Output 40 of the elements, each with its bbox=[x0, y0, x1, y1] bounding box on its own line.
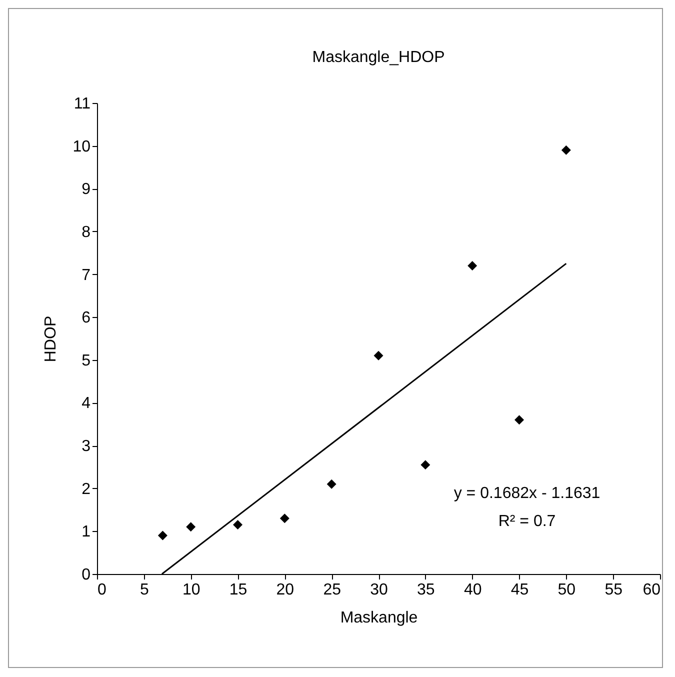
point bbox=[233, 520, 242, 530]
x-tick-label: 35 bbox=[417, 582, 435, 598]
point bbox=[326, 479, 336, 489]
y-tick-label: 11 bbox=[74, 96, 91, 112]
x-tick-label: 55 bbox=[604, 582, 623, 598]
chart-title: Maskangle_HDOP bbox=[312, 49, 445, 66]
x-axis-title: Maskangle bbox=[340, 610, 418, 626]
point bbox=[514, 415, 524, 425]
annotation: R² = 0.7 bbox=[498, 513, 556, 530]
point bbox=[374, 350, 384, 360]
x-tick-label: 20 bbox=[276, 582, 294, 598]
y-tick-label: 3 bbox=[82, 438, 91, 456]
x-tick-label: 10 bbox=[182, 582, 200, 598]
y-tick-label: 9 bbox=[82, 181, 91, 198]
annotation: y = 0.1682x - 1.1631 bbox=[454, 485, 600, 502]
x-tick-label: 60 bbox=[642, 582, 661, 598]
y-tick-label: 0 bbox=[82, 566, 91, 584]
y-tick-label: 8 bbox=[82, 224, 91, 241]
x-tick-label: 5 bbox=[140, 582, 149, 598]
point bbox=[280, 514, 290, 524]
x-tick-label: 30 bbox=[370, 582, 388, 598]
y-tick-label: 1 bbox=[82, 524, 91, 541]
y-tick-label: 7 bbox=[82, 266, 91, 284]
y-tick-label: 5 bbox=[82, 352, 91, 370]
point bbox=[158, 530, 168, 540]
y-tick-label: 4 bbox=[82, 395, 91, 412]
y-tick-label: 2 bbox=[82, 480, 91, 498]
x-tick-label: 40 bbox=[464, 582, 482, 598]
x-tick-label: 25 bbox=[323, 582, 342, 598]
point bbox=[420, 460, 430, 470]
y-axis-title: HDOP bbox=[42, 316, 60, 362]
y-tick-label: 10 bbox=[72, 138, 91, 156]
point bbox=[186, 522, 196, 532]
x-tick-label: 50 bbox=[558, 582, 576, 598]
point bbox=[561, 145, 571, 155]
x-tick-label: 0 bbox=[98, 582, 106, 598]
x-tick-label: 45 bbox=[510, 582, 529, 598]
point bbox=[468, 260, 478, 270]
x-tick-label: 15 bbox=[229, 582, 248, 598]
y-tick-label: 6 bbox=[82, 310, 91, 327]
